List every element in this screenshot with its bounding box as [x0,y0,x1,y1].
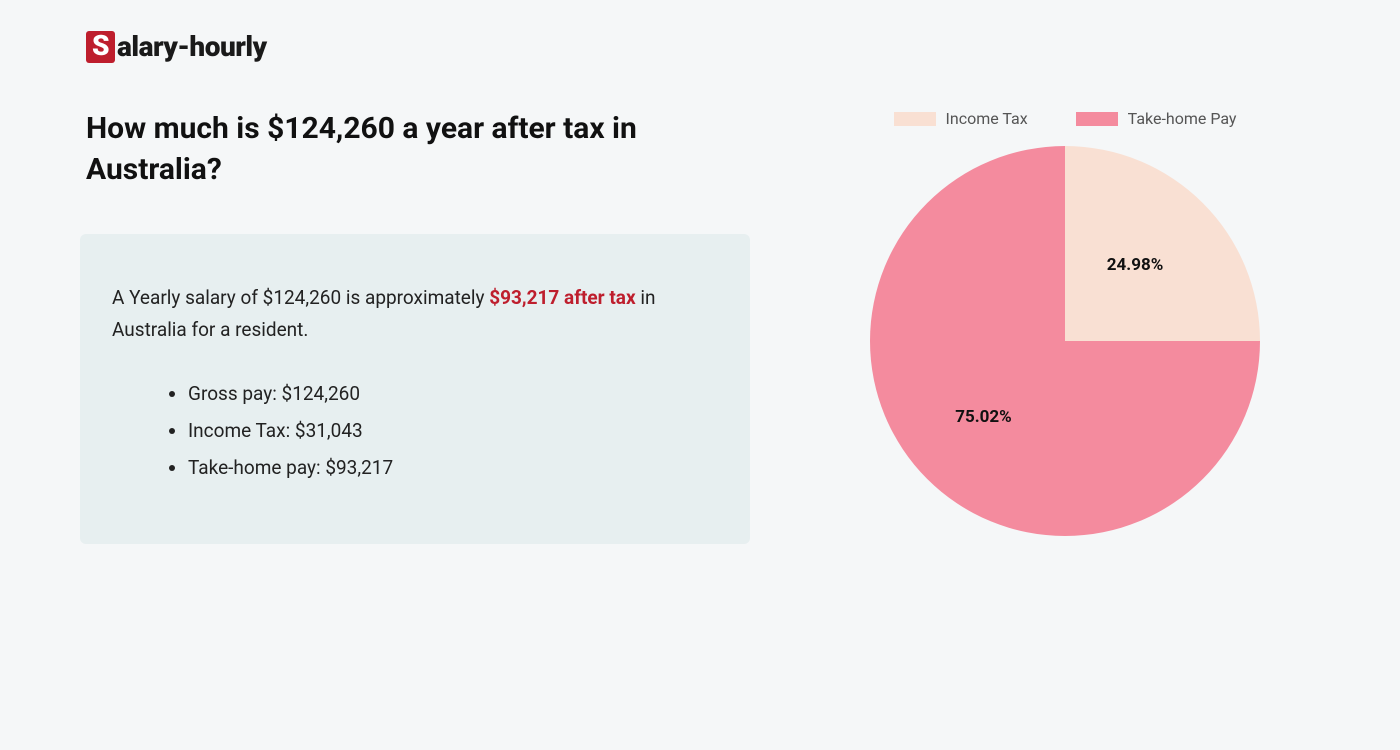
pie-chart: 24.98% 75.02% [870,146,1260,536]
logo-badge: S [86,31,115,63]
bullet-takehome: Take-home pay: $93,217 [188,449,718,486]
legend-swatch-tax [894,112,936,126]
left-column: How much is $124,260 a year after tax in… [80,109,750,544]
right-column: Income Tax Take-home Pay 24.98% 75.02% [810,109,1320,536]
summary-bullets: Gross pay: $124,260 Income Tax: $31,043 … [112,375,718,486]
content-row: How much is $124,260 a year after tax in… [80,109,1320,544]
pie-label-tax: 24.98% [1107,255,1164,275]
site-logo: Salary-hourly [86,30,1320,63]
legend-label-takehome: Take-home Pay [1128,109,1237,128]
bullet-gross: Gross pay: $124,260 [188,375,718,412]
bullet-tax: Income Tax: $31,043 [188,412,718,449]
logo-text: alary-hourly [117,30,267,63]
legend-item-takehome: Take-home Pay [1076,109,1237,128]
pie-disc [870,146,1260,536]
summary-prefix: A Yearly salary of $124,260 is approxima… [112,286,489,309]
pie-label-takehome: 75.02% [955,407,1012,427]
legend-swatch-takehome [1076,112,1118,126]
summary-box: A Yearly salary of $124,260 is approxima… [80,234,750,544]
summary-highlight: $93,217 after tax [489,286,635,309]
legend-item-tax: Income Tax [894,109,1028,128]
page-root: Salary-hourly How much is $124,260 a yea… [0,0,1400,544]
summary-text: A Yearly salary of $124,260 is approxima… [112,282,718,347]
legend-label-tax: Income Tax [946,109,1028,128]
page-title: How much is $124,260 a year after tax in… [80,109,750,190]
chart-legend: Income Tax Take-home Pay [894,109,1237,128]
